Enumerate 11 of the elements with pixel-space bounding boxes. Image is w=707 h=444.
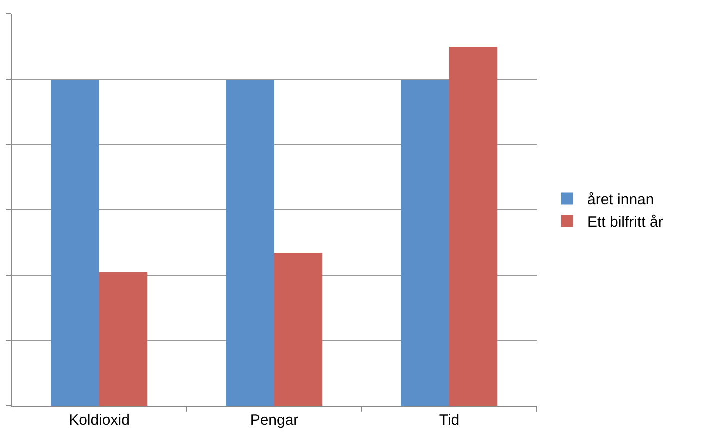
legend-label: året innan <box>588 192 654 209</box>
bar <box>226 80 274 406</box>
bar <box>51 80 100 406</box>
bar <box>100 272 148 406</box>
bar <box>401 80 450 406</box>
x-tick-label: Tid <box>439 412 460 429</box>
bar <box>274 253 323 406</box>
x-tick-label: Koldioxid <box>69 412 130 429</box>
legend-label: Ett bilfritt år <box>588 214 664 232</box>
x-tick-label: Pengar <box>250 412 299 429</box>
bar <box>450 47 498 406</box>
